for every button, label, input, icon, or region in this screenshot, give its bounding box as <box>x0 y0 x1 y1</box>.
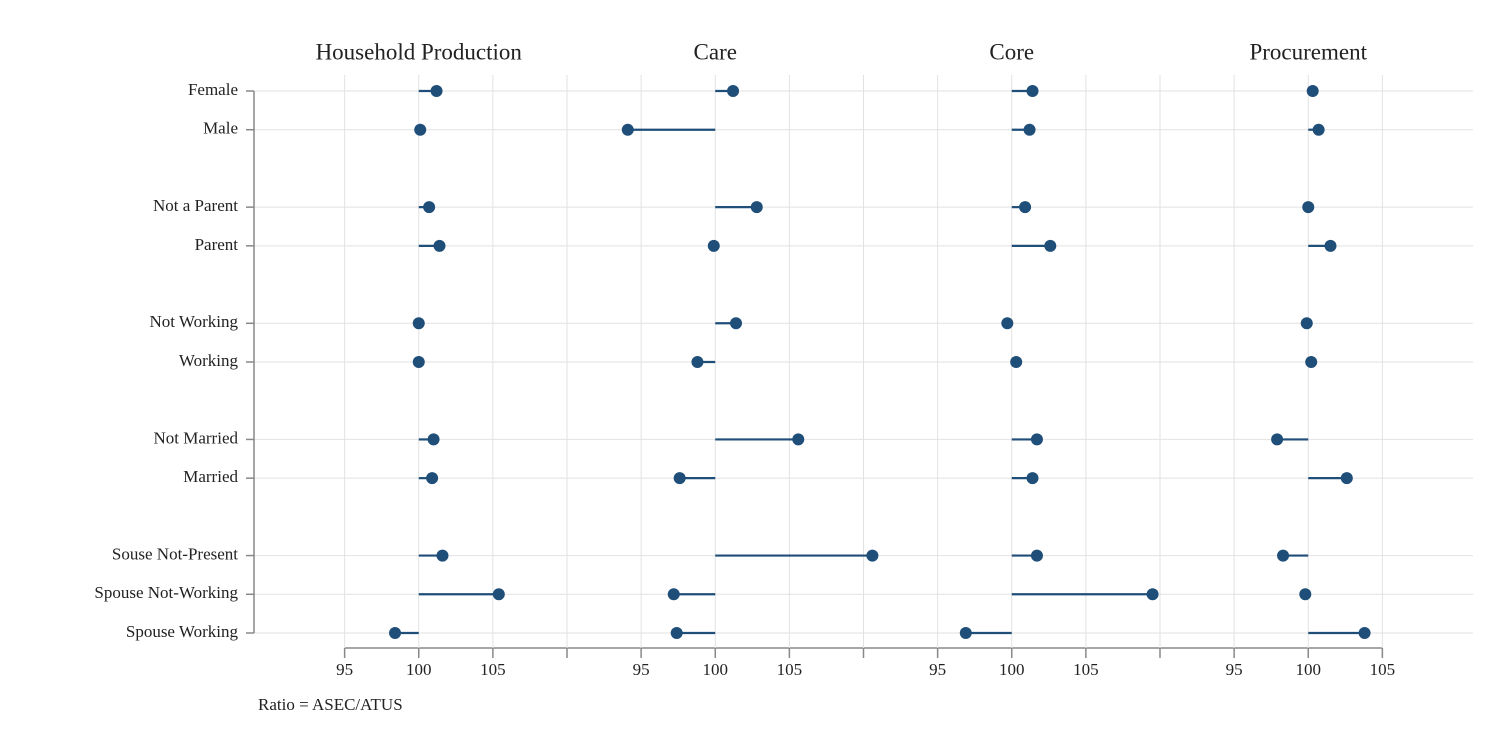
dot <box>670 627 683 639</box>
x-tick-label: 100 <box>406 660 432 679</box>
dot <box>433 239 446 252</box>
y-tick-label: Souse Not-Present <box>112 544 238 563</box>
panel-title: Core <box>989 39 1034 64</box>
x-tick-label: 95 <box>1226 660 1243 679</box>
dot <box>427 433 440 446</box>
x-tick-label: 95 <box>929 660 946 679</box>
dot <box>1271 433 1284 446</box>
dot <box>1324 239 1337 252</box>
dot <box>1026 85 1039 97</box>
x-tick-label: 105 <box>777 660 803 679</box>
dot <box>389 627 402 639</box>
x-tick-label: 100 <box>703 660 729 679</box>
x-tick-label: 105 <box>1370 660 1396 679</box>
dot <box>1299 588 1312 601</box>
dot <box>707 239 720 252</box>
dot <box>673 472 686 485</box>
dot <box>1305 356 1318 368</box>
x-tick-label: 100 <box>999 660 1025 679</box>
y-tick-label: Married <box>183 467 238 486</box>
dot <box>730 317 743 330</box>
x-tick-label: 95 <box>633 660 650 679</box>
dot <box>1026 472 1039 485</box>
panel-title: Care <box>694 39 737 64</box>
dot <box>1277 549 1290 562</box>
dot <box>866 549 879 562</box>
dot <box>1302 201 1315 214</box>
dot <box>1312 123 1325 136</box>
dot <box>1010 356 1023 368</box>
dot <box>667 588 680 601</box>
dot <box>492 588 505 601</box>
y-tick-label: Parent <box>195 235 239 254</box>
dot <box>621 123 634 136</box>
x-tick-label: 105 <box>480 660 506 679</box>
y-tick-label: Spouse Working <box>126 622 239 641</box>
y-tick-label: Not Working <box>149 312 238 331</box>
x-tick-label: 105 <box>1073 660 1099 679</box>
dot <box>750 201 763 214</box>
panel-title: Procurement <box>1249 39 1367 64</box>
y-tick-label: Female <box>188 80 238 99</box>
dot <box>423 201 436 214</box>
dot <box>792 433 805 446</box>
dot <box>1146 588 1159 601</box>
dot <box>1358 627 1371 639</box>
dot <box>1030 549 1043 562</box>
dot <box>1340 472 1353 485</box>
dot <box>1001 317 1014 330</box>
dot <box>430 85 443 97</box>
y-tick-label: Not Married <box>153 428 238 447</box>
dot <box>412 356 425 368</box>
dot <box>1030 433 1043 446</box>
panel-title: Household Production <box>316 39 523 64</box>
dot <box>1044 239 1057 252</box>
dot <box>1019 201 1032 214</box>
dot <box>1300 317 1313 330</box>
dot <box>412 317 425 330</box>
y-tick-label: Working <box>179 351 239 370</box>
y-tick-label: Spouse Not-Working <box>94 583 238 602</box>
dot <box>691 356 704 368</box>
dot <box>426 472 439 485</box>
dot <box>727 85 740 97</box>
dot <box>436 549 449 562</box>
dot <box>959 627 972 639</box>
dot <box>1306 85 1319 97</box>
y-tick-label: Not a Parent <box>153 196 238 215</box>
x-tick-label: 95 <box>336 660 353 679</box>
y-tick-label: Male <box>203 119 238 138</box>
dot <box>414 123 427 136</box>
x-axis-label: Ratio = ASEC/ATUS <box>258 695 403 714</box>
x-tick-label: 100 <box>1296 660 1322 679</box>
dot <box>1023 123 1036 136</box>
